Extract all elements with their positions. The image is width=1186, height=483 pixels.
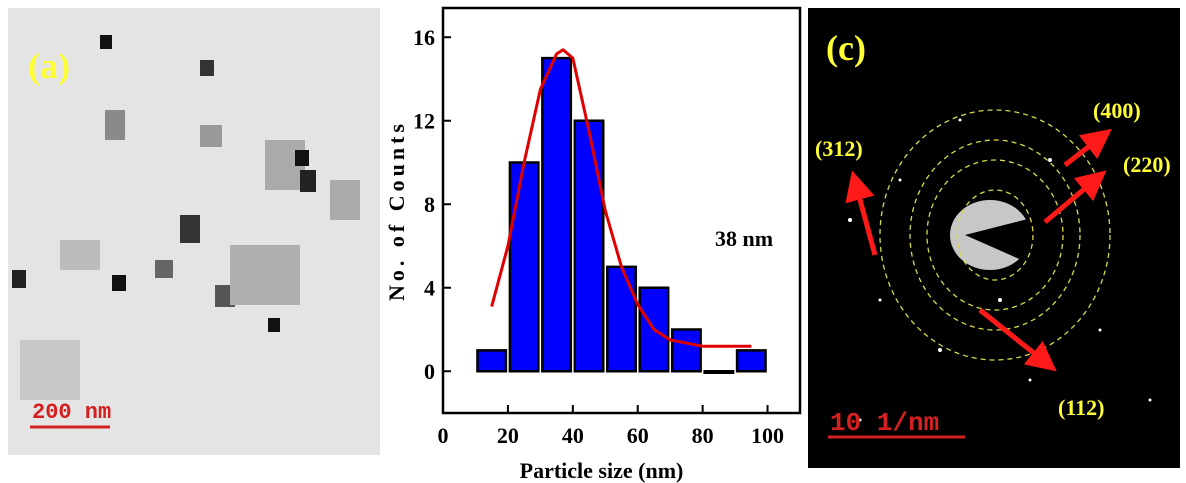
plot-frame: [441, 6, 802, 415]
histogram: 0 20 40 60 80 100 0 4 8 12 16 Particle size (nm) No.…: [384, 6, 802, 483]
y-tick-label: 0: [424, 359, 435, 384]
plane-label: (220): [1123, 152, 1171, 177]
diffraction-rings: [879, 109, 1111, 361]
bar: [606, 265, 637, 373]
arrows: [845, 128, 1112, 372]
x-axis-label: Particle size (nm): [520, 458, 684, 483]
scale-bar-label: 200 nm: [32, 400, 111, 425]
plane-label: (112): [1058, 395, 1104, 420]
bar: [735, 349, 767, 373]
bar: [476, 349, 508, 373]
y-tick-label: 8: [424, 192, 435, 217]
beam-stopper: [965, 180, 1180, 330]
bar: [508, 161, 540, 373]
diffraction-spots: [848, 108, 1152, 422]
x-tick-label: 40: [562, 423, 584, 448]
particles: [12, 35, 360, 400]
plane-label: (400): [1093, 98, 1141, 123]
x-tick-label: 0: [438, 423, 449, 448]
y-axis-label: No. of Counts: [384, 120, 409, 301]
x-tick-label: 100: [751, 423, 784, 448]
bar: [670, 328, 702, 373]
annotation: 38 nm: [715, 226, 773, 251]
y-tick-label: 12: [413, 109, 435, 134]
y-tick-label: 4: [424, 276, 435, 301]
x-tick-label: 20: [497, 423, 519, 448]
plane-label: (312): [815, 136, 863, 161]
x-tick-label: 60: [627, 423, 649, 448]
panel-label: (c): [826, 28, 866, 68]
panel-label: (a): [28, 46, 70, 86]
fit-curve: [490, 48, 752, 348]
bar: [573, 119, 605, 373]
scale-bar-label: 10 1/nm: [830, 408, 939, 438]
bar: [703, 369, 735, 374]
y-tick-label: 16: [413, 25, 435, 50]
x-tick-label: 80: [692, 423, 714, 448]
bar: [541, 56, 573, 373]
